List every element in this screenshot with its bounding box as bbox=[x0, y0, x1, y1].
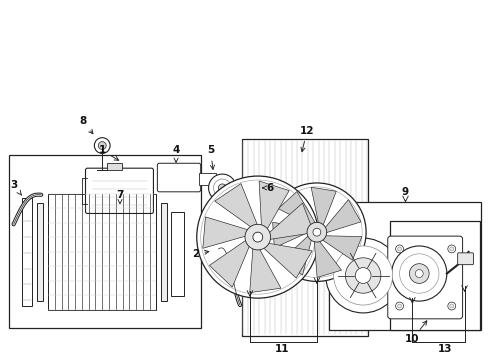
Text: 12: 12 bbox=[300, 126, 314, 152]
Bar bbox=[9, 156, 201, 328]
Text: 10: 10 bbox=[405, 321, 427, 345]
Circle shape bbox=[245, 183, 255, 193]
Circle shape bbox=[214, 179, 231, 197]
Circle shape bbox=[395, 302, 404, 310]
Text: 13: 13 bbox=[438, 345, 452, 354]
Bar bbox=[171, 212, 184, 296]
Bar bbox=[199, 173, 217, 185]
Bar bbox=[48, 194, 156, 310]
Polygon shape bbox=[278, 192, 316, 226]
FancyBboxPatch shape bbox=[157, 163, 201, 192]
Circle shape bbox=[450, 247, 454, 251]
Circle shape bbox=[410, 264, 429, 283]
Bar bbox=[22, 198, 32, 306]
Polygon shape bbox=[250, 246, 281, 293]
Circle shape bbox=[345, 258, 381, 293]
Circle shape bbox=[334, 246, 392, 305]
Circle shape bbox=[271, 187, 362, 278]
Circle shape bbox=[448, 245, 456, 253]
Text: 11: 11 bbox=[275, 345, 290, 354]
Polygon shape bbox=[324, 200, 361, 233]
Polygon shape bbox=[321, 236, 362, 260]
Circle shape bbox=[448, 302, 456, 310]
Bar bbox=[242, 139, 368, 336]
FancyBboxPatch shape bbox=[388, 236, 463, 319]
Circle shape bbox=[98, 141, 106, 149]
Bar bbox=[107, 163, 122, 170]
Circle shape bbox=[355, 267, 371, 283]
Text: 6: 6 bbox=[263, 183, 273, 193]
Text: 4: 4 bbox=[172, 145, 180, 162]
Text: 7: 7 bbox=[116, 190, 123, 204]
Circle shape bbox=[245, 224, 270, 250]
Circle shape bbox=[397, 247, 401, 251]
Text: 2: 2 bbox=[192, 249, 209, 259]
Text: 3: 3 bbox=[10, 180, 22, 195]
Text: 5: 5 bbox=[207, 145, 215, 169]
Polygon shape bbox=[282, 235, 312, 275]
Circle shape bbox=[395, 245, 404, 253]
Polygon shape bbox=[314, 239, 342, 278]
Polygon shape bbox=[267, 203, 314, 240]
Circle shape bbox=[307, 222, 327, 242]
Polygon shape bbox=[311, 187, 336, 227]
Circle shape bbox=[397, 304, 401, 308]
Polygon shape bbox=[262, 243, 312, 278]
Circle shape bbox=[240, 178, 260, 198]
Circle shape bbox=[450, 304, 454, 308]
Polygon shape bbox=[203, 217, 250, 248]
Polygon shape bbox=[272, 222, 310, 248]
Polygon shape bbox=[259, 181, 289, 231]
Circle shape bbox=[326, 238, 400, 313]
Circle shape bbox=[219, 184, 226, 192]
Circle shape bbox=[268, 183, 366, 282]
Circle shape bbox=[392, 246, 447, 301]
Text: 8: 8 bbox=[79, 116, 93, 134]
Circle shape bbox=[416, 270, 423, 278]
Circle shape bbox=[95, 138, 110, 153]
Circle shape bbox=[253, 232, 263, 242]
Bar bbox=[37, 203, 43, 301]
Circle shape bbox=[201, 180, 315, 294]
FancyBboxPatch shape bbox=[458, 253, 473, 265]
Circle shape bbox=[399, 254, 439, 293]
Circle shape bbox=[313, 228, 321, 236]
Bar bbox=[161, 203, 167, 301]
Text: 1: 1 bbox=[98, 145, 119, 160]
Circle shape bbox=[209, 174, 236, 202]
Circle shape bbox=[197, 176, 319, 298]
Text: 9: 9 bbox=[402, 187, 409, 197]
Polygon shape bbox=[215, 184, 258, 229]
FancyBboxPatch shape bbox=[85, 168, 153, 213]
Bar bbox=[390, 221, 480, 330]
Bar bbox=[329, 202, 481, 330]
Polygon shape bbox=[209, 239, 250, 287]
